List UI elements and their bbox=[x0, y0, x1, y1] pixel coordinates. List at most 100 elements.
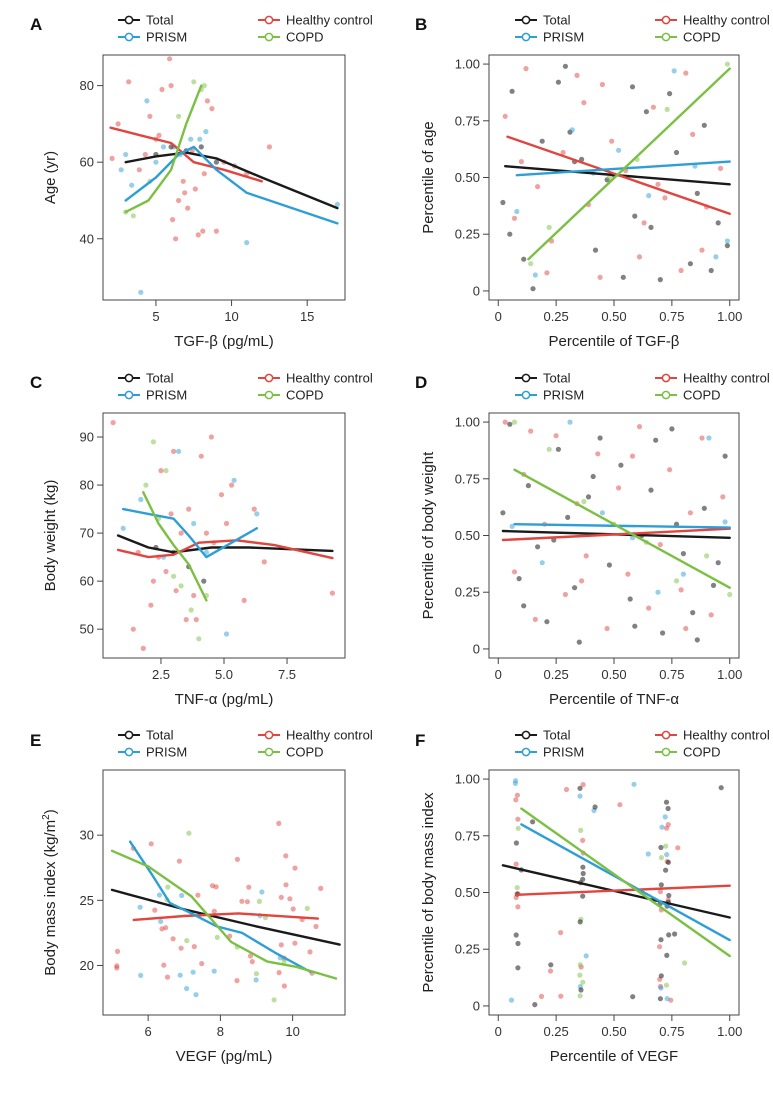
data-point-total bbox=[580, 893, 586, 899]
x-tick-label: 1.00 bbox=[717, 309, 742, 324]
data-point-healthy-control bbox=[625, 571, 631, 577]
plot-frame bbox=[102, 412, 346, 659]
data-point-healthy-control bbox=[281, 983, 287, 989]
y-tick-label: 0.25 bbox=[455, 585, 480, 600]
y-tick-label: 0.75 bbox=[455, 113, 480, 128]
data-point-healthy-control bbox=[163, 568, 169, 575]
data-point-healthy-control bbox=[115, 121, 121, 127]
data-point-total bbox=[663, 799, 670, 805]
data-point-healthy-control bbox=[657, 889, 664, 895]
data-point-healthy-control bbox=[213, 884, 219, 890]
y-axis-title: Body mass index (kg/m2) bbox=[41, 809, 59, 975]
data-point-copd bbox=[724, 61, 731, 67]
data-point-total bbox=[666, 892, 672, 899]
legend-label: Total bbox=[146, 728, 174, 743]
data-point-healthy-control bbox=[211, 908, 217, 914]
data-point-healthy-control bbox=[595, 451, 601, 457]
data-point-healthy-control bbox=[193, 617, 199, 623]
data-point-total bbox=[513, 932, 519, 938]
data-point-prism bbox=[123, 151, 129, 158]
data-point-copd bbox=[581, 498, 587, 505]
data-point-total bbox=[580, 876, 586, 882]
data-point-total bbox=[578, 987, 584, 993]
data-point-healthy-control bbox=[329, 590, 335, 596]
data-point-prism bbox=[144, 98, 150, 104]
y-tick-label: 0 bbox=[473, 641, 480, 656]
data-point-healthy-control bbox=[580, 782, 586, 788]
data-point-total bbox=[521, 256, 527, 262]
legend-swatch-marker bbox=[124, 15, 134, 25]
data-point-healthy-control bbox=[198, 453, 204, 459]
legend-label: Total bbox=[146, 13, 174, 28]
data-point-healthy-control bbox=[203, 530, 209, 536]
fit-line-copd bbox=[124, 84, 203, 214]
y-tick-label: 0.25 bbox=[455, 942, 480, 957]
data-point-healthy-control bbox=[636, 424, 643, 430]
data-point-healthy-control bbox=[560, 149, 566, 156]
data-point-prism bbox=[658, 985, 664, 991]
data-point-copd bbox=[663, 982, 670, 988]
y-tick-label: 1.00 bbox=[455, 415, 480, 430]
data-point-healthy-control bbox=[720, 494, 726, 500]
data-point-healthy-control bbox=[292, 940, 298, 946]
data-point-prism bbox=[231, 477, 237, 483]
data-point-total bbox=[627, 596, 633, 602]
data-point-total bbox=[673, 149, 680, 156]
data-point-healthy-control bbox=[629, 453, 636, 459]
data-point-healthy-control bbox=[126, 79, 132, 85]
panel-a: A 5 10 15 40 60 80 TGF-β (pg/mL) Age (yr) Total He… bbox=[30, 13, 373, 351]
fit-line-healthy-control bbox=[515, 884, 731, 896]
fit-line-copd bbox=[513, 468, 731, 589]
legend-item-copd: COPD bbox=[655, 745, 721, 760]
data-point-copd bbox=[727, 591, 733, 598]
data-point-healthy-control bbox=[313, 923, 319, 930]
plot-frame bbox=[488, 769, 740, 1016]
data-point-healthy-control bbox=[244, 899, 250, 905]
data-point-healthy-control bbox=[599, 81, 606, 88]
data-point-healthy-control bbox=[176, 858, 182, 864]
data-point-copd bbox=[130, 213, 136, 219]
fit-line-total bbox=[110, 888, 341, 946]
fit-line-copd bbox=[520, 807, 731, 958]
legend-item-total: Total bbox=[515, 371, 571, 386]
data-point-copd bbox=[546, 446, 552, 452]
data-point-prism bbox=[671, 68, 677, 74]
data-point-healthy-control bbox=[717, 165, 724, 171]
data-point-total bbox=[715, 220, 721, 226]
data-point-healthy-control bbox=[657, 944, 663, 950]
data-point-healthy-control bbox=[163, 925, 169, 931]
data-point-healthy-control bbox=[251, 506, 257, 512]
x-axis-title: TNF-α (pg/mL) bbox=[175, 691, 274, 708]
fit-line-healthy-control bbox=[501, 527, 731, 542]
y-tick-label: 0.75 bbox=[455, 471, 480, 486]
fit-line-copd bbox=[527, 67, 731, 261]
legend-swatch-marker bbox=[264, 390, 274, 400]
data-point-copd bbox=[658, 855, 665, 861]
legend-label: Total bbox=[543, 13, 571, 28]
data-point-healthy-control bbox=[148, 841, 154, 847]
data-point-copd bbox=[176, 113, 182, 119]
data-point-healthy-control bbox=[130, 626, 136, 632]
data-point-copd bbox=[201, 83, 207, 89]
x-tick-label: 0.25 bbox=[543, 1024, 568, 1039]
data-point-healthy-control bbox=[518, 159, 525, 165]
legend-swatch-marker bbox=[521, 730, 531, 740]
data-point-healthy-control bbox=[110, 420, 116, 426]
data-point-prism bbox=[567, 419, 573, 425]
data-point-healthy-control bbox=[678, 267, 684, 274]
data-point-healthy-control bbox=[558, 930, 564, 936]
legend-item-healthy-control: Healthy control bbox=[258, 13, 373, 28]
data-point-total bbox=[666, 932, 672, 938]
data-point-total bbox=[201, 578, 207, 584]
data-point-healthy-control bbox=[646, 605, 652, 611]
data-point-prism bbox=[646, 193, 652, 199]
legend-label: COPD bbox=[683, 745, 721, 760]
data-point-total bbox=[500, 199, 506, 206]
fit-line-prism bbox=[128, 840, 312, 974]
legend-swatch-marker bbox=[661, 730, 671, 740]
data-point-total bbox=[507, 231, 513, 237]
fit-line-prism bbox=[124, 145, 339, 225]
data-point-healthy-control bbox=[167, 56, 173, 62]
data-point-healthy-control bbox=[239, 898, 245, 904]
y-tick-label: 80 bbox=[80, 78, 94, 93]
